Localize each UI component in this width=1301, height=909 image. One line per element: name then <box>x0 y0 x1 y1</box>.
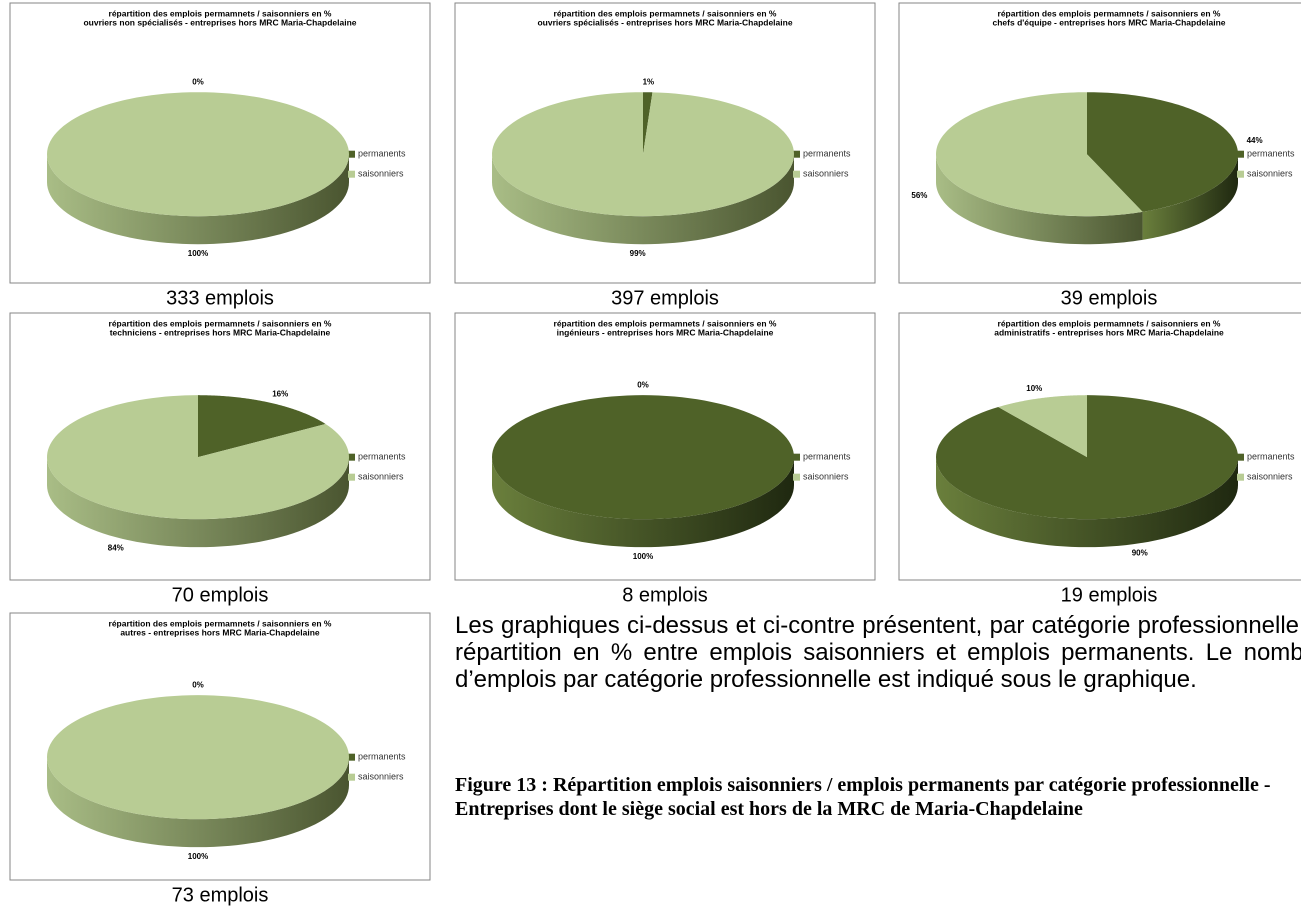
legend-label: permanents <box>803 452 851 462</box>
legend-swatch <box>1237 170 1244 178</box>
legend-swatch <box>348 170 355 178</box>
pie-top <box>492 92 794 217</box>
chart-title: répartition des emplois permamnets / sai… <box>109 618 332 628</box>
data-label: 44% <box>1247 136 1263 145</box>
pie-slice <box>936 92 1143 245</box>
data-label: 16% <box>272 389 288 398</box>
legend-swatch <box>793 170 800 178</box>
chart-caption: 70 emplois <box>172 584 269 606</box>
chart-caption: 73 emplois <box>172 884 269 906</box>
pie-top <box>492 395 794 520</box>
legend-label: permanents <box>358 149 406 159</box>
legend-label: saisonniers <box>358 169 404 179</box>
chart-caption: 8 emplois <box>622 584 708 606</box>
pie-side <box>47 154 349 245</box>
pie-top <box>47 395 349 520</box>
pie-slice <box>492 92 794 245</box>
legend-swatch <box>348 453 355 461</box>
legend-swatch <box>1237 473 1244 481</box>
legend-swatch <box>348 473 355 481</box>
legend-label: saisonniers <box>1247 169 1293 179</box>
pie-slice <box>936 395 1238 548</box>
data-label: 100% <box>188 852 208 861</box>
pie-side <box>936 154 1143 245</box>
chart-caption: 397 emplois <box>611 287 719 309</box>
chart-subtitle: techniciens - entreprises hors MRC Maria… <box>110 327 331 337</box>
figure-caption: Figure 13 : Répartition emplois saisonni… <box>455 774 1271 820</box>
pie-slice <box>998 395 1087 458</box>
pie-top <box>998 395 1087 458</box>
pie-side <box>492 154 794 245</box>
chart-title: répartition des emplois permamnets / sai… <box>109 318 332 328</box>
legend-label: permanents <box>358 752 406 762</box>
pie-top <box>1087 92 1238 212</box>
pie-top <box>47 92 349 217</box>
legend-swatch <box>1237 453 1244 461</box>
pie-top <box>936 395 1238 520</box>
legend-label: permanents <box>803 149 851 159</box>
legend-label: saisonniers <box>803 472 849 482</box>
chart-caption: 19 emplois <box>1061 584 1158 606</box>
data-label: 1% <box>643 77 655 86</box>
pie-slice <box>47 695 349 848</box>
legend-swatch <box>348 773 355 781</box>
data-label: 100% <box>633 552 653 561</box>
legend-label: saisonniers <box>358 772 404 782</box>
pie-slice <box>47 92 349 245</box>
body-text: Les graphiques ci-dessus et ci-contre pr… <box>455 612 1301 693</box>
data-label: 90% <box>1132 549 1148 558</box>
pie-side <box>492 457 794 548</box>
legend-swatch <box>348 150 355 158</box>
chart-subtitle: ouvriers spécialisés - entreprises hors … <box>537 17 792 27</box>
chart-title: répartition des emplois permamnets / sai… <box>109 8 332 18</box>
data-label: 99% <box>630 249 646 258</box>
legend-label: saisonniers <box>803 169 849 179</box>
pie-slice <box>198 395 326 458</box>
chart-subtitle: ouvriers non spécialisés - entreprises h… <box>83 17 356 27</box>
pie-slice <box>47 395 349 548</box>
legend-label: permanents <box>1247 452 1295 462</box>
chart-caption: 39 emplois <box>1061 287 1158 309</box>
data-label: 0% <box>192 680 204 689</box>
legend-label: permanents <box>358 452 406 462</box>
legend-label: saisonniers <box>358 472 404 482</box>
pie-side <box>1142 154 1238 240</box>
pie-side <box>47 457 349 548</box>
chart-subtitle: ingénieurs - entreprises hors MRC Maria-… <box>557 327 774 337</box>
pie-top <box>198 395 326 458</box>
pie-top <box>936 92 1143 217</box>
data-label: 56% <box>911 191 927 200</box>
pie-slice <box>1087 92 1238 240</box>
chart-title: répartition des emplois permamnets / sai… <box>554 318 777 328</box>
pie-top <box>47 695 349 820</box>
chart-title: répartition des emplois permamnets / sai… <box>554 8 777 18</box>
data-label: 10% <box>1026 384 1042 393</box>
chart-title: répartition des emplois permamnets / sai… <box>998 318 1221 328</box>
legend-swatch <box>793 473 800 481</box>
data-label: 84% <box>108 543 124 552</box>
pie-side <box>936 457 1238 548</box>
chart-caption: 333 emplois <box>166 287 274 309</box>
chart-subtitle: administratifs - entreprises hors MRC Ma… <box>994 327 1224 337</box>
data-label: 0% <box>192 77 204 86</box>
data-label: 100% <box>188 249 208 258</box>
chart-title: répartition des emplois permamnets / sai… <box>998 8 1221 18</box>
chart-subtitle: chefs d'équipe - entreprises hors MRC Ma… <box>993 17 1226 27</box>
legend-swatch <box>793 453 800 461</box>
legend-swatch <box>793 150 800 158</box>
legend-swatch <box>1237 150 1244 158</box>
pie-side <box>47 757 349 848</box>
legend-label: permanents <box>1247 149 1295 159</box>
legend-label: saisonniers <box>1247 472 1293 482</box>
data-label: 0% <box>637 380 649 389</box>
pie-top <box>643 92 653 155</box>
pie-slice <box>492 395 794 548</box>
chart-subtitle: autres - entreprises hors MRC Maria-Chap… <box>120 627 320 637</box>
legend-swatch <box>348 753 355 761</box>
pie-slice <box>643 92 653 155</box>
